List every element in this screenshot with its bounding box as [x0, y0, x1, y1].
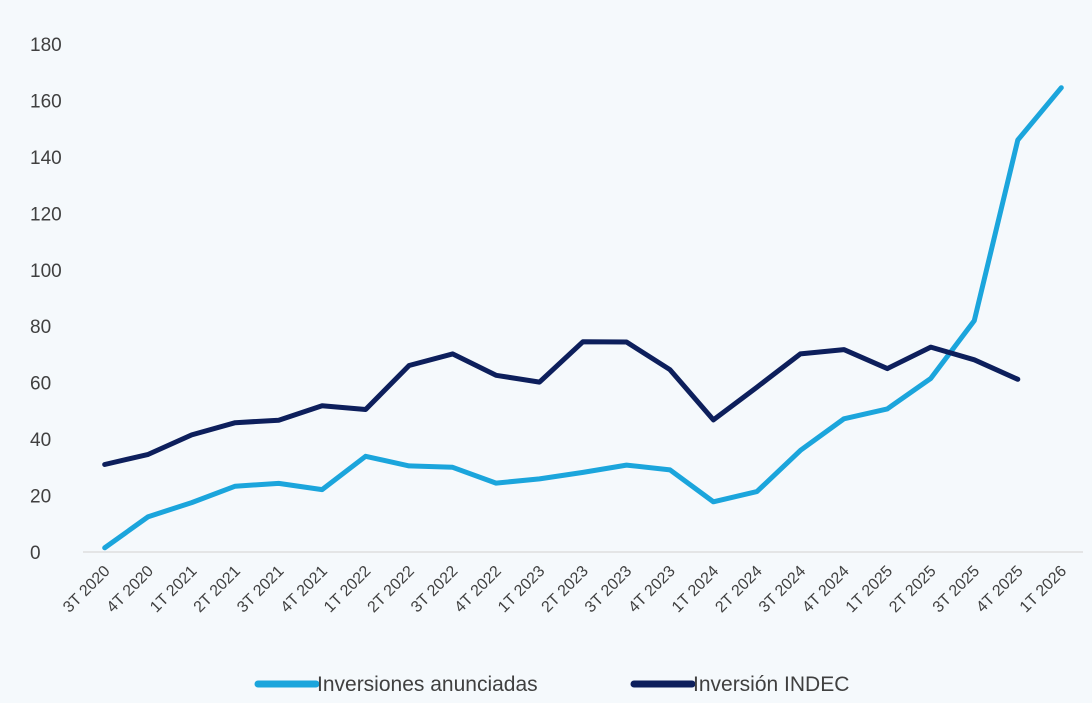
- x-tick-label: 3T 2025: [930, 563, 983, 616]
- y-tick-label: 120: [30, 204, 62, 225]
- x-tick-label: 2T 2023: [538, 563, 591, 616]
- series-line-1: [102, 85, 1064, 551]
- x-tick-label: 1T 2023: [495, 563, 548, 616]
- x-tick-label: 3T 2020: [60, 563, 113, 616]
- x-tick-label: 1T 2024: [669, 563, 722, 616]
- y-tick-label: 180: [30, 35, 62, 56]
- y-tick-label: 60: [30, 374, 51, 395]
- legend-label: Inversión INDEC: [693, 673, 849, 696]
- x-tick-label: 1T 2025: [843, 563, 896, 616]
- series-lines: [102, 85, 1064, 551]
- y-tick-label: 0: [30, 543, 41, 564]
- y-tick-label: 160: [30, 91, 62, 112]
- x-tick-label: 4T 2021: [278, 563, 331, 616]
- y-tick-label: 100: [30, 261, 62, 282]
- x-tick-label: 4T 2024: [799, 563, 852, 616]
- x-tick-label: 1T 2026: [1017, 563, 1070, 616]
- x-tick-label: 1T 2021: [147, 563, 200, 616]
- x-tick-label: 2T 2025: [886, 563, 939, 616]
- x-tick-label: 2T 2024: [712, 563, 765, 616]
- y-tick-label: 140: [30, 148, 62, 169]
- x-tick-label: 3T 2022: [408, 563, 461, 616]
- legend-label: Inversiones anunciadas: [317, 673, 538, 696]
- series-line-2: [102, 339, 1021, 467]
- x-tick-label: 1T 2022: [321, 563, 374, 616]
- x-tick-label: 3T 2023: [582, 563, 635, 616]
- y-axis-ticks: 0 20 40 60 80 100 120 140 160 180: [30, 35, 62, 564]
- y-tick-label: 40: [30, 430, 51, 451]
- x-tick-label: 4T 2020: [104, 563, 157, 616]
- x-tick-label: 3T 2024: [756, 563, 809, 616]
- x-tick-label: 4T 2022: [452, 563, 505, 616]
- y-tick-label: 80: [30, 317, 51, 338]
- x-tick-label: 2T 2022: [365, 563, 418, 616]
- x-tick-label: 2T 2021: [191, 563, 244, 616]
- y-tick-label: 20: [30, 487, 51, 508]
- x-tick-label: 3T 2021: [234, 563, 287, 616]
- legend: Inversiones anunciadas Inversión INDEC: [254, 673, 849, 696]
- x-tick-label: 4T 2023: [625, 563, 678, 616]
- x-tick-label: 4T 2025: [973, 563, 1026, 616]
